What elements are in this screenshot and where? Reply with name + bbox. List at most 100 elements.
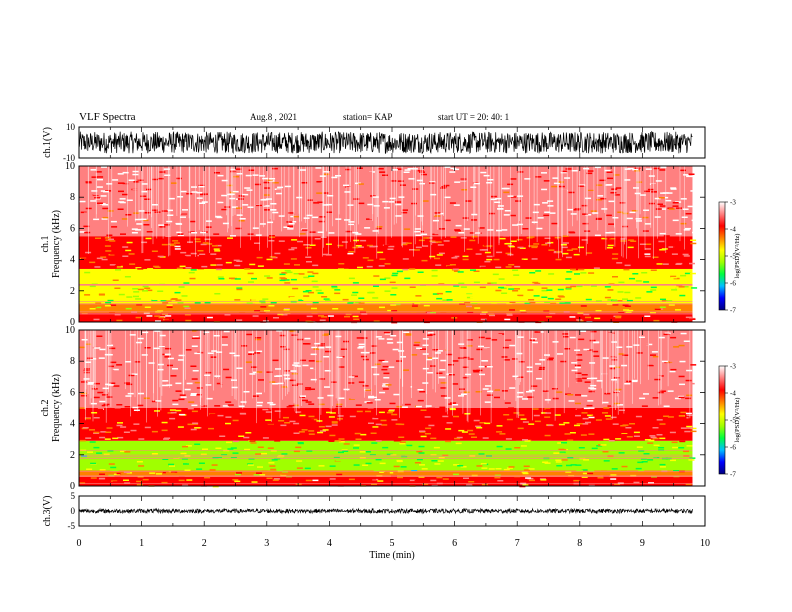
spectrogram-ch1-speckle <box>590 285 597 287</box>
spectrogram-ch1-speckle <box>458 232 465 234</box>
spectrogram-ch1-speckle <box>268 305 275 307</box>
spectrogram-ch2-speckle <box>544 434 551 437</box>
xtick-label: 0 <box>77 538 82 549</box>
spectrogram-ch1-speckle <box>297 299 304 301</box>
spectrogram-ch1-speckle <box>417 271 424 273</box>
spectrogram-ch2-speckle <box>382 365 389 368</box>
spectrogram-ch2-speckle <box>667 416 674 418</box>
spectrogram-ch2-speckle <box>175 382 182 385</box>
spectrogram-ch1-speckle <box>555 258 562 261</box>
spectrogram-ch2-speckle <box>83 371 90 374</box>
spectrogram-ch2-speckle <box>484 422 491 425</box>
spectrogram-ch2-speckle <box>93 431 100 434</box>
spectrogram-ch1-speckle <box>102 216 109 219</box>
spectrogram-ch1-speckle <box>312 301 319 304</box>
spectrogram-ch2-speckle <box>452 378 459 380</box>
spectrogram-ch1-speckle <box>352 246 359 249</box>
spectrogram-ch1-speckle <box>672 202 679 204</box>
spectrogram-ch1-speckle <box>207 285 214 288</box>
spectrogram-ch1-speckle <box>84 231 91 234</box>
spectrogram-ch2-speckle <box>608 430 615 433</box>
spectrogram-ch1-speckle <box>646 291 653 293</box>
spectrogram-ch2-speckle <box>243 367 250 369</box>
spectrogram-ch1-speckle <box>453 285 460 287</box>
spectrogram-ch2-speckle <box>553 448 560 450</box>
spectrogram-ch1-speckle <box>366 207 373 210</box>
spectrogram-ch1-speckle <box>470 269 476 271</box>
spectrogram-ch2-speckle <box>556 391 563 393</box>
spectrogram-ch1-speckle <box>281 313 288 316</box>
spectrogram-ch1-speckle <box>164 174 171 176</box>
spectrogram-ch1-speckle <box>454 229 461 231</box>
spectrogram-ch2-speckle <box>575 402 581 405</box>
spectrogram-ch1-speckle <box>100 241 107 244</box>
spectrogram-ch1-speckle <box>93 218 100 221</box>
spectrogram-ch1-speckle <box>657 275 664 277</box>
spectrogram-ch2-speckle <box>669 431 676 434</box>
spectrogram-ch2-speckle <box>323 356 330 358</box>
spectrogram-ch1-speckle <box>665 298 672 300</box>
spectrogram-ch2-speckle <box>350 397 357 400</box>
spectrogram-ch2-ytick-label: 6 <box>70 387 75 398</box>
spectrogram-ch1-ytick-label: 10 <box>65 161 75 172</box>
spectrogram-ch1-speckle <box>137 179 144 181</box>
spectrogram-ch2-speckle <box>452 360 459 362</box>
spectrogram-ch1-speckle <box>83 212 90 214</box>
spectrogram-ch2-speckle <box>300 412 306 415</box>
spectrogram-ch1-speckle <box>558 185 565 188</box>
spectrogram-ch1-speckle <box>204 238 211 240</box>
spectrogram-ch2-speckle <box>93 432 100 434</box>
spectrogram-ch2-speckle <box>112 437 119 440</box>
spectrogram-ch2-speckle <box>131 466 138 468</box>
spectrogram-ch1-speckle <box>263 205 270 207</box>
spectrogram-ch1-speckle <box>316 192 323 194</box>
spectrogram-ch1-speckle <box>417 215 424 217</box>
spectrogram-ch2-speckle <box>619 409 625 411</box>
spectrogram-ch1-speckle <box>284 185 291 188</box>
spectrogram-ch2-speckle <box>604 392 611 395</box>
spectrogram-ch2-speckle <box>611 379 618 381</box>
spectrogram-ch1-speckle <box>624 179 631 181</box>
spectrogram-ch1-speckle <box>584 212 591 214</box>
spectrogram-ch2-speckle <box>422 483 429 485</box>
spectrogram-ch2-speckle <box>554 414 561 416</box>
spectrogram-ch1-speckle <box>321 172 328 174</box>
spectrogram-ch1-speckle <box>215 200 222 202</box>
spectrogram-ch2-speckle <box>563 367 569 370</box>
spectrogram-ch2-speckle <box>230 456 237 458</box>
spectrogram-ch1-speckle <box>609 238 616 240</box>
spectrogram-ch1-speckle <box>534 282 541 285</box>
spectrogram-ch1-speckle <box>396 270 403 273</box>
spectrogram-ch1-speckle <box>515 253 521 255</box>
spectrogram-ch1-speckle <box>431 275 438 277</box>
spectrogram-ch1-speckle <box>281 278 287 280</box>
spectrogram-ch2-speckle <box>99 348 106 351</box>
spectrogram-ch1-speckle <box>135 316 142 319</box>
spectrogram-ch2-speckle <box>469 467 476 469</box>
spectrogram-ch2-speckle <box>144 426 151 429</box>
spectrogram-ch1-speckle <box>214 250 221 252</box>
spectrogram-ch2-speckle <box>649 435 656 437</box>
spectrogram-ch2-speckle <box>529 479 535 482</box>
spectrogram-ch1-speckle <box>543 270 550 273</box>
spectrogram-ch1-speckle <box>529 301 536 304</box>
spectrogram-ch1-speckle <box>413 249 420 251</box>
spectrogram-ch1-speckle <box>394 303 401 306</box>
spectrogram-ch1-speckle <box>256 256 263 259</box>
spectrogram-ch1-speckle <box>276 192 282 195</box>
spectrogram-ch1-speckle <box>241 210 248 212</box>
spectrogram-ch2-speckle <box>666 367 673 369</box>
spectrogram-ch1-speckle <box>159 171 166 173</box>
spectrogram-ch1-speckle <box>472 171 479 174</box>
spectrogram-ch2-speckle <box>153 347 160 350</box>
spectrogram-ch2-speckle <box>516 352 523 355</box>
spectrogram-ch2-speckle <box>149 472 156 474</box>
spectrogram-ch1-speckle <box>569 316 576 318</box>
spectrogram-ch2-speckle <box>341 449 348 451</box>
spectrogram-ch1-speckle <box>516 215 523 217</box>
spectrogram-ch2-speckle <box>641 461 648 463</box>
spectrogram-ch1-speckle <box>292 287 299 290</box>
spectrogram-ch1-speckle <box>116 266 123 269</box>
spectrogram-ch2-speckle <box>430 382 437 385</box>
spectrogram-ch1-speckle <box>673 246 679 248</box>
